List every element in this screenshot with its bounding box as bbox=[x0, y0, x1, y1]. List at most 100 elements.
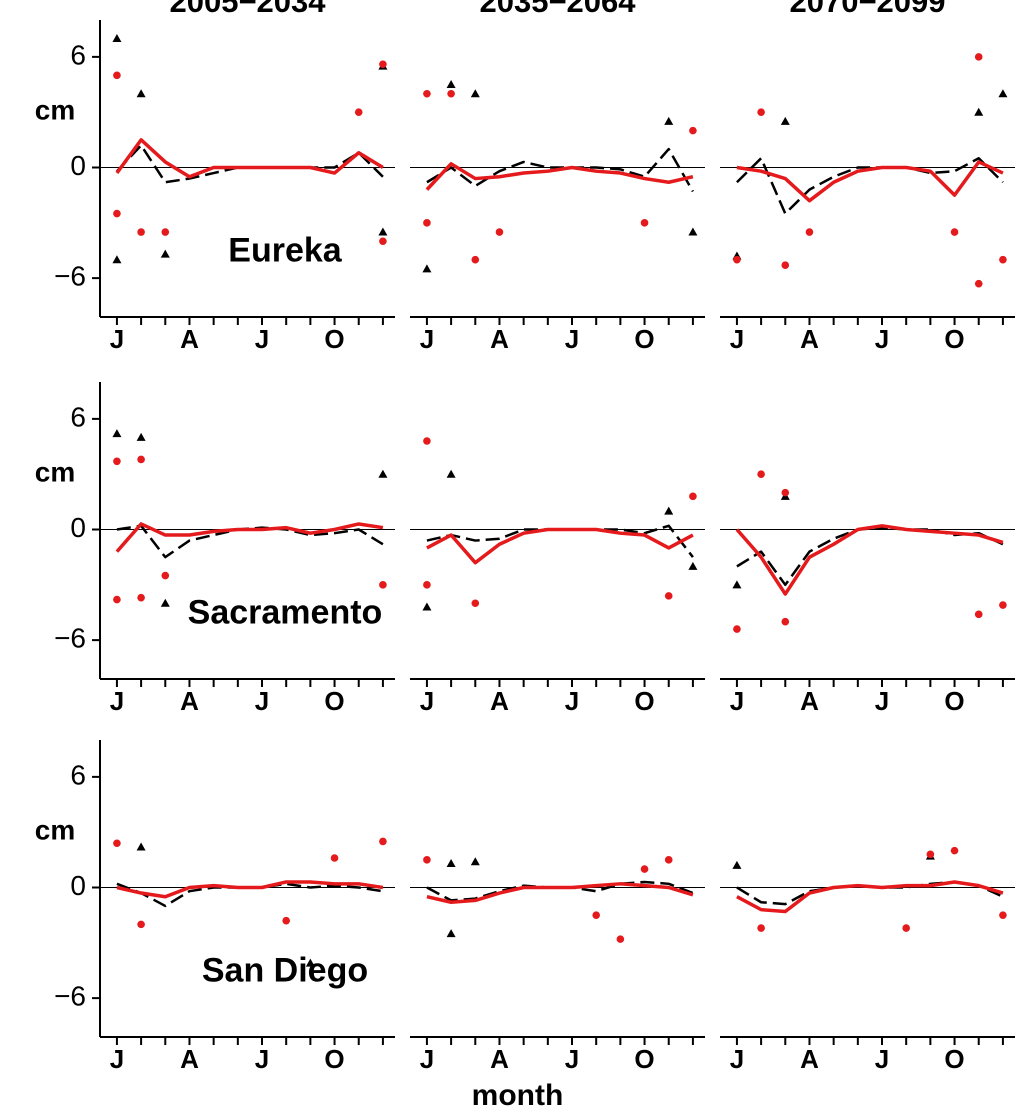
point bbox=[160, 249, 170, 258]
mean-line bbox=[426, 147, 694, 193]
y-tick-label: 6 bbox=[70, 39, 86, 70]
mean-line bbox=[736, 157, 1004, 215]
x-tick-label: J bbox=[420, 324, 434, 354]
point bbox=[688, 561, 698, 570]
point bbox=[423, 89, 431, 98]
x-tick-label: A bbox=[800, 1044, 819, 1074]
point bbox=[423, 219, 431, 227]
point bbox=[757, 470, 765, 478]
y-tick-label: −6 bbox=[54, 623, 86, 654]
y-tick-label: 0 bbox=[70, 512, 86, 543]
panel-title: 2070−2099 bbox=[789, 0, 945, 19]
point bbox=[640, 219, 649, 227]
x-tick-label: O bbox=[324, 324, 344, 354]
y-tick-label: 6 bbox=[70, 759, 86, 790]
point bbox=[379, 60, 387, 69]
mean-line bbox=[116, 524, 384, 559]
x-tick-label: A bbox=[490, 1044, 509, 1074]
point bbox=[664, 856, 673, 864]
point bbox=[998, 89, 1008, 98]
y-axis-label: cm bbox=[35, 815, 75, 846]
panel-title: 2035−2064 bbox=[479, 0, 636, 19]
x-tick-label: J bbox=[730, 1044, 744, 1074]
point bbox=[447, 89, 455, 98]
point bbox=[354, 108, 363, 116]
point bbox=[282, 916, 290, 925]
point bbox=[136, 842, 146, 851]
point bbox=[378, 469, 388, 478]
x-tick-label: O bbox=[944, 686, 964, 716]
x-tick-label: O bbox=[634, 1044, 654, 1074]
point bbox=[688, 227, 698, 236]
x-axis-label: month bbox=[472, 1079, 564, 1112]
x-tick-label: J bbox=[875, 686, 889, 716]
x-tick-label: O bbox=[634, 324, 654, 354]
mean-line bbox=[736, 526, 1004, 587]
point bbox=[805, 228, 814, 236]
x-tick-label: J bbox=[110, 1044, 124, 1074]
point bbox=[112, 429, 122, 438]
mean-line bbox=[426, 882, 694, 904]
point bbox=[113, 595, 121, 604]
x-tick-label: J bbox=[875, 324, 889, 354]
point bbox=[136, 89, 146, 98]
point bbox=[470, 857, 480, 866]
point bbox=[640, 865, 649, 873]
point bbox=[974, 610, 983, 619]
point bbox=[137, 593, 145, 602]
point bbox=[422, 264, 432, 273]
x-tick-label: A bbox=[800, 686, 819, 716]
point bbox=[113, 457, 121, 466]
city-label: San Diego bbox=[202, 951, 368, 989]
point bbox=[664, 506, 674, 515]
y-tick-label: 0 bbox=[70, 150, 86, 181]
point bbox=[378, 227, 388, 236]
x-tick-label: A bbox=[800, 324, 819, 354]
point bbox=[689, 126, 697, 135]
mean-line bbox=[115, 138, 384, 179]
x-tick-label: J bbox=[875, 1044, 889, 1074]
point bbox=[379, 581, 387, 589]
point bbox=[137, 455, 145, 464]
point bbox=[160, 598, 170, 607]
x-tick-label: O bbox=[634, 686, 654, 716]
point bbox=[733, 255, 741, 264]
point bbox=[446, 929, 456, 938]
point bbox=[305, 958, 315, 967]
point bbox=[732, 860, 742, 869]
point bbox=[974, 53, 983, 61]
point bbox=[926, 850, 935, 859]
point bbox=[732, 580, 742, 589]
point bbox=[423, 437, 431, 445]
x-tick-label: O bbox=[324, 1044, 344, 1074]
point bbox=[161, 571, 170, 580]
point bbox=[137, 228, 145, 236]
y-tick-label: −6 bbox=[54, 261, 86, 292]
point bbox=[112, 33, 122, 42]
x-tick-label: J bbox=[255, 324, 269, 354]
mean-line bbox=[426, 880, 694, 902]
point bbox=[422, 602, 432, 611]
x-tick-label: A bbox=[490, 686, 509, 716]
point bbox=[974, 279, 983, 288]
x-tick-label: O bbox=[944, 324, 964, 354]
point bbox=[137, 920, 145, 929]
x-tick-label: J bbox=[565, 686, 579, 716]
point bbox=[733, 625, 741, 633]
x-tick-label: J bbox=[730, 324, 744, 354]
point bbox=[423, 856, 431, 864]
mean-line bbox=[736, 880, 1004, 914]
point bbox=[902, 924, 910, 932]
point bbox=[113, 839, 121, 848]
point bbox=[446, 859, 456, 868]
point bbox=[781, 261, 790, 270]
mean-line bbox=[115, 522, 384, 553]
point bbox=[664, 116, 674, 125]
point bbox=[999, 911, 1007, 919]
point bbox=[781, 488, 790, 497]
point bbox=[161, 228, 170, 236]
point bbox=[616, 935, 625, 943]
y-axis-label: cm bbox=[35, 457, 75, 488]
x-tick-label: J bbox=[110, 324, 124, 354]
